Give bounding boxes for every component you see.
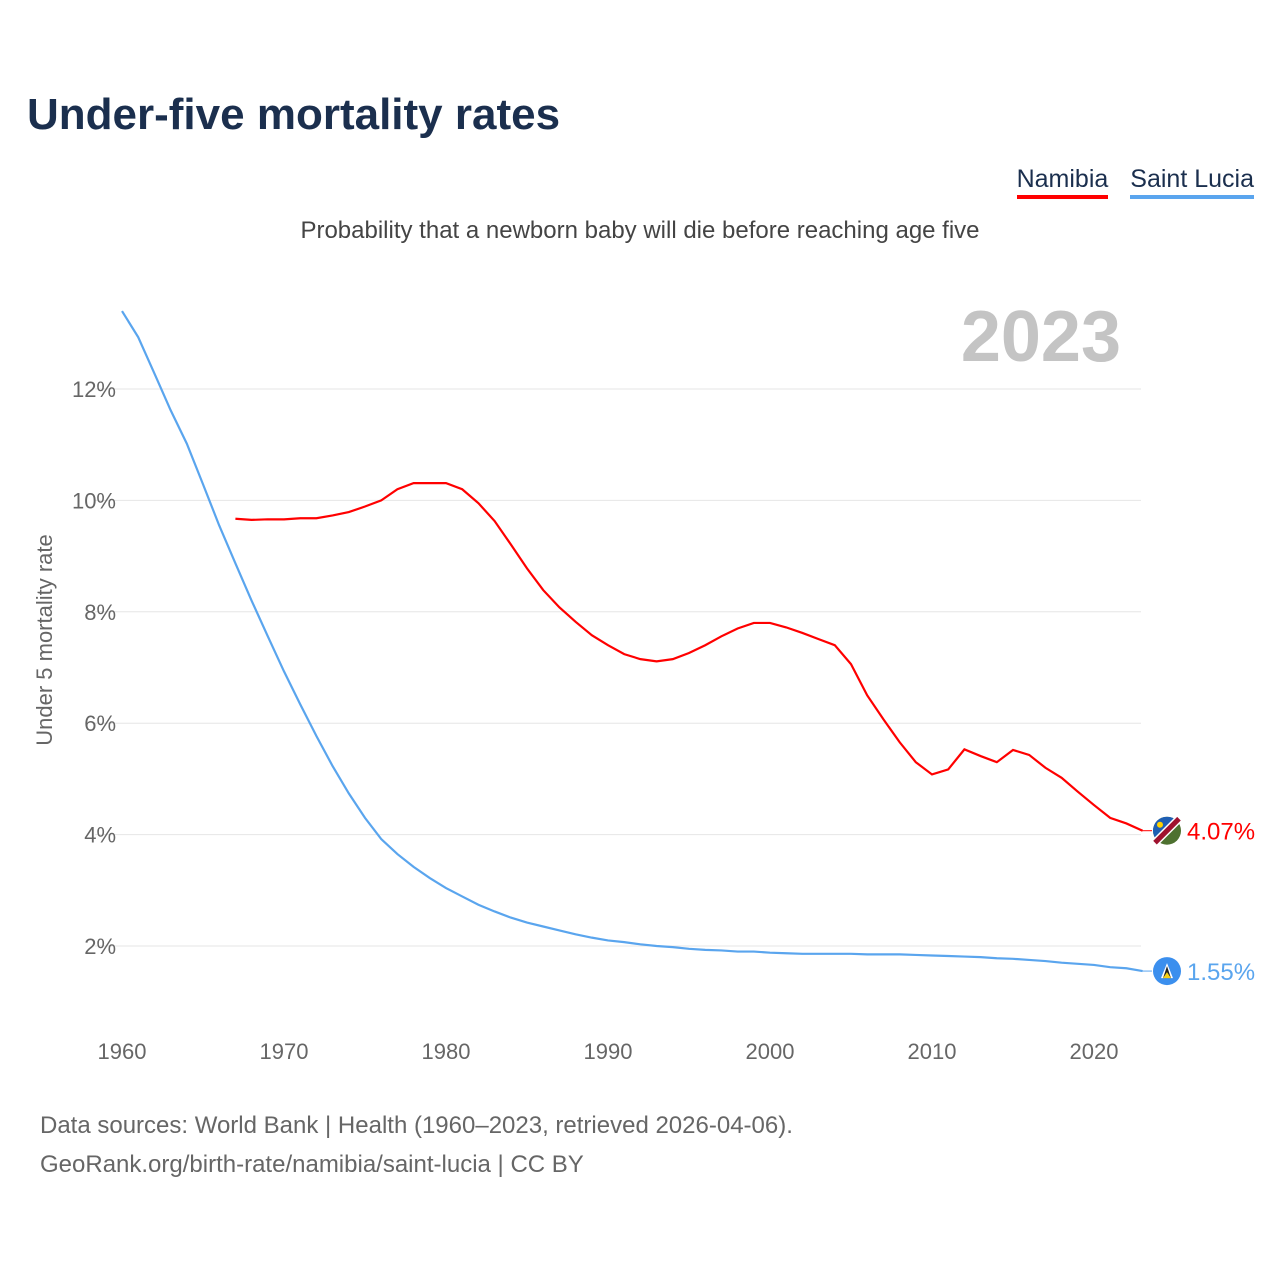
y-tick-label: 6% [84, 711, 116, 736]
legend-item-namibia[interactable]: Namibia [1016, 165, 1109, 199]
legend: Namibia Saint Lucia [1016, 165, 1254, 199]
y-tick-label: 8% [84, 600, 116, 625]
y-tick-label: 10% [72, 488, 116, 513]
y-tick-label: 2% [84, 934, 116, 959]
x-tick-label: 2000 [746, 1039, 795, 1064]
flag-red [1153, 816, 1181, 845]
footer: Data sources: World Bank | Health (1960–… [40, 1106, 793, 1184]
y-tick-label: 12% [72, 377, 116, 402]
flag-gold-triangle [1163, 972, 1171, 979]
y-tick-label: 4% [84, 823, 116, 848]
x-tick-label: 2020 [1070, 1039, 1119, 1064]
x-tick-label: 1980 [422, 1039, 471, 1064]
chart-title: Under-five mortality rates [27, 90, 561, 139]
end-value-label: 4.07% [1187, 819, 1255, 846]
legend-item-saint-lucia[interactable]: Saint Lucia [1130, 165, 1254, 199]
series-line-saint-lucia [121, 310, 1143, 973]
url-line: GeoRank.org/birth-rate/namibia/saint-luc… [40, 1151, 584, 1178]
flag-sun [1157, 821, 1163, 828]
y-axis-label: Under 5 mortality rate [32, 534, 57, 746]
series-line-namibia [235, 482, 1144, 832]
x-tick-label: 2010 [908, 1039, 957, 1064]
year-label: 2023 [961, 297, 1121, 377]
end-value-label: 1.55% [1187, 959, 1255, 986]
chart-subtitle: Probability that a newborn baby will die… [300, 217, 980, 244]
x-tick-label: 1960 [98, 1039, 147, 1064]
x-tick-label: 1990 [584, 1039, 633, 1064]
source-line: Data sources: World Bank | Health (1960–… [40, 1112, 793, 1139]
x-tick-label: 1970 [260, 1039, 309, 1064]
